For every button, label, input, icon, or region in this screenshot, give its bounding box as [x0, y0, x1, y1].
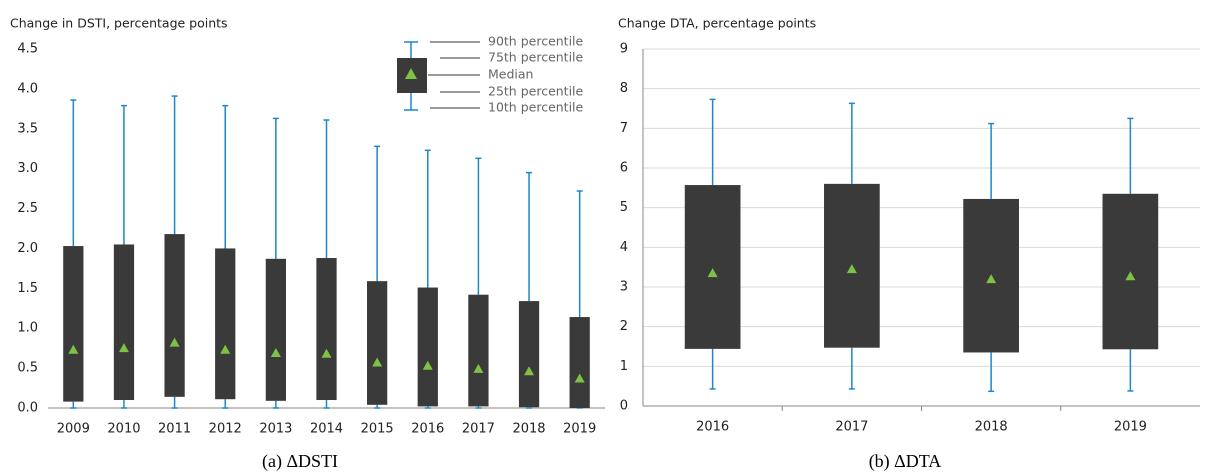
legend-diagram [397, 41, 480, 111]
median [372, 357, 383, 367]
median [270, 347, 281, 357]
box [518, 301, 540, 408]
median [574, 373, 585, 383]
y-tick-label: 0.5 [17, 361, 38, 376]
median [986, 274, 997, 284]
x-tick-label: 2015 [361, 422, 394, 437]
x-tick-label: 2019 [1114, 420, 1147, 435]
x-tick-label: 2010 [107, 422, 140, 437]
y-tick-label: 7 [620, 121, 628, 136]
y-tick-label: 0 [620, 399, 628, 414]
y-tick-label: 0.0 [17, 401, 38, 416]
median [220, 344, 231, 354]
x-tick-label: 2014 [310, 422, 343, 437]
box [569, 317, 590, 408]
median [707, 268, 718, 278]
box [265, 258, 286, 401]
legend-label: 90th percentile [488, 34, 584, 49]
y-tick-label: 1.0 [17, 321, 38, 336]
y-tick-label: 2 [620, 319, 628, 334]
x-tick-label: 2018 [975, 420, 1008, 435]
y-tick-label: 2.5 [17, 201, 38, 216]
legend-median [405, 68, 417, 79]
median [169, 337, 180, 347]
chart-title: Change DTA, percentage points [618, 16, 816, 31]
x-tick-label: 2009 [57, 422, 90, 437]
x-tick-label: 2016 [411, 422, 444, 437]
y-tick-label: 4 [620, 240, 628, 255]
box [63, 246, 84, 402]
legend-label: 75th percentile [488, 50, 584, 65]
legend-label: 10th percentile [488, 100, 584, 115]
median [68, 344, 79, 354]
y-tick-label: 4.0 [17, 81, 38, 96]
x-tick-label: 2013 [259, 422, 292, 437]
y-tick-label: 3.5 [17, 121, 38, 136]
box [468, 294, 489, 407]
y-tick-label: 3.0 [17, 161, 38, 176]
x-tick-label: 2017 [462, 422, 495, 437]
chart-title: Change in DSTI, percentage points [10, 16, 228, 31]
box [367, 281, 388, 405]
y-tick-label: 3 [620, 280, 628, 295]
box [215, 248, 236, 400]
median [1125, 271, 1136, 281]
x-tick-label: 2018 [512, 422, 545, 437]
x-tick-label: 2016 [696, 420, 729, 435]
x-tick-label: 2011 [158, 422, 191, 437]
y-tick-label: 8 [620, 81, 628, 96]
y-tick-label: 9 [620, 42, 628, 57]
caption: (b) ΔDTA [869, 451, 942, 472]
median [846, 264, 857, 274]
y-tick-label: 5 [620, 200, 628, 215]
x-tick-label: 2012 [209, 422, 242, 437]
median [473, 363, 484, 373]
box [113, 244, 135, 401]
median [321, 348, 332, 358]
y-tick-label: 6 [620, 161, 628, 176]
y-tick-label: 4.5 [17, 42, 38, 57]
median [524, 366, 535, 376]
box [316, 258, 337, 401]
box [164, 234, 185, 397]
box [684, 185, 741, 349]
median [422, 360, 433, 370]
median [118, 343, 129, 353]
legend-label: Median [488, 67, 533, 82]
y-tick-label: 1.5 [17, 281, 38, 296]
x-tick-label: 2017 [835, 420, 868, 435]
y-tick-label: 2.0 [17, 241, 38, 256]
caption: (a) ΔDSTI [262, 451, 338, 472]
x-tick-label: 2019 [563, 422, 596, 437]
y-tick-label: 1 [620, 359, 628, 374]
box [417, 287, 438, 407]
legend-label: 25th percentile [488, 84, 584, 99]
